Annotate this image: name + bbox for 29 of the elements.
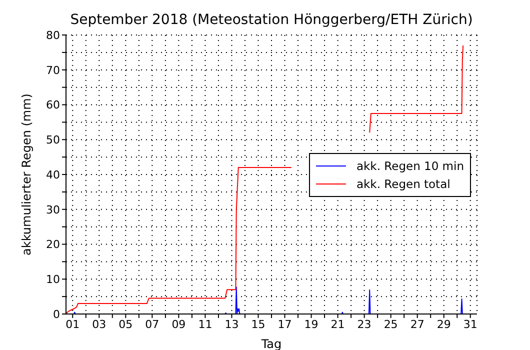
x-tick-label: 19 — [304, 318, 318, 331]
x-tick-label: 09 — [172, 318, 186, 331]
x-tick-label: 21 — [330, 318, 345, 331]
x-tick-label: 17 — [278, 318, 292, 331]
x-tick-label: 11 — [198, 318, 212, 331]
x-tick-label: 23 — [357, 318, 372, 331]
legend-label: akk. Regen 10 min — [356, 158, 464, 175]
y-tick-label: 50 — [46, 134, 60, 147]
y-tick-label: 0 — [53, 308, 60, 321]
x-tick-label: 25 — [384, 318, 398, 331]
x-tick-label: 29 — [436, 318, 451, 331]
y-tick-label: 30 — [46, 203, 60, 216]
x-tick-label: 07 — [145, 318, 160, 331]
y-tick-label: 70 — [46, 64, 60, 77]
x-tick-label: 31 — [463, 318, 478, 331]
chart-title: September 2018 (Meteostation Hönggerberg/ETH Zürich) — [69, 12, 474, 28]
x-tick-label: 13 — [224, 318, 239, 331]
x-tick-label: 03 — [92, 318, 106, 331]
y-tick-label: 40 — [46, 168, 60, 182]
y-axis-title: akkumulierter Regen (mm) — [19, 94, 34, 256]
y-tick-label: 20 — [46, 238, 60, 252]
x-tick-label: 27 — [410, 318, 424, 331]
y-tick-label: 60 — [46, 98, 60, 112]
legend-label: akk. Regen total — [356, 176, 450, 193]
y-tick-label: 80 — [46, 28, 60, 42]
x-tick-label: 01 — [66, 318, 80, 331]
x-tick-label: 15 — [251, 318, 266, 331]
y-tick-label: 10 — [46, 273, 60, 286]
x-tick-label: 05 — [118, 318, 133, 331]
